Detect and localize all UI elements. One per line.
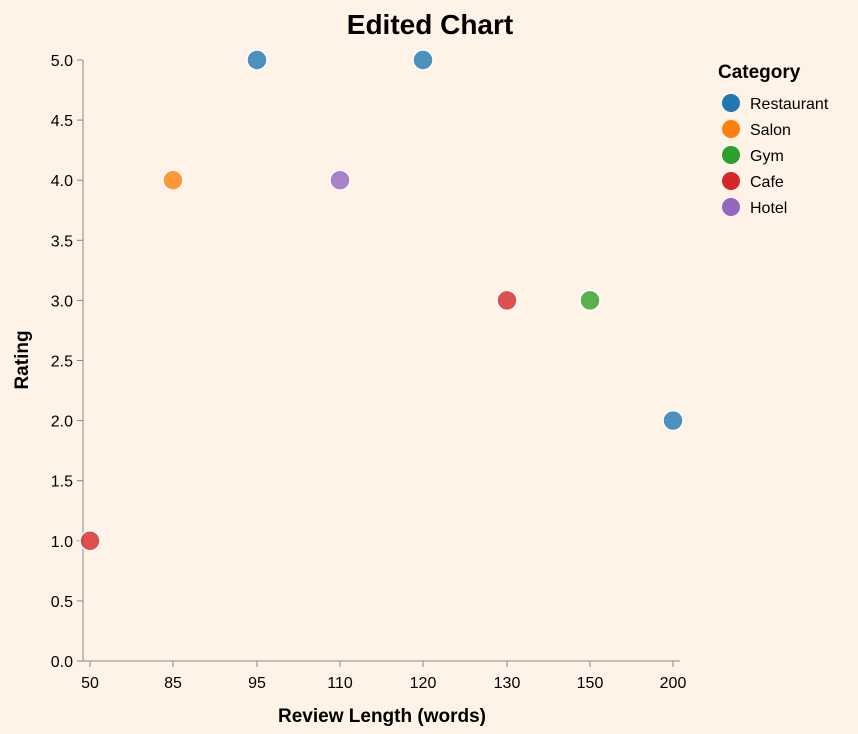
legend-swatch-gym (722, 146, 740, 164)
data-point-salon[interactable] (162, 169, 184, 191)
x-tick-label: 200 (660, 675, 687, 692)
y-axis: 0.0 0.5 1.0 1.5 2.0 2.5 3.0 3.5 4.0 4.5 5.0 (51, 53, 84, 671)
data-point-hotel[interactable] (329, 169, 351, 191)
y-tick-label: 2.0 (51, 414, 73, 431)
x-tick-label: 130 (494, 675, 521, 692)
data-point-restaurant[interactable] (412, 49, 434, 71)
x-tick-label: 120 (410, 675, 437, 692)
y-tick-label: 1.0 (51, 534, 73, 551)
x-tick-label: 50 (81, 675, 99, 692)
y-tick-label: 2.5 (51, 354, 73, 371)
x-tick-label: 85 (164, 675, 182, 692)
y-tick-label: 5.0 (51, 53, 73, 70)
legend-label-restaurant: Restaurant (750, 96, 829, 113)
x-axis-title: Review Length (words) (278, 706, 486, 727)
legend-label-cafe: Cafe (750, 174, 784, 191)
legend-swatch-hotel (722, 198, 740, 216)
x-tick-label: 150 (577, 675, 604, 692)
y-tick-label: 0.0 (51, 654, 73, 671)
legend-swatch-salon (722, 120, 740, 138)
points-layer (79, 49, 684, 552)
y-tick-label: 0.5 (51, 594, 73, 611)
chart-title: Edited Chart (347, 9, 513, 40)
x-axis: 50 85 95 110 120 130 150 200 (81, 660, 687, 692)
legend-title: Category (718, 62, 801, 83)
legend-label-hotel: Hotel (750, 200, 787, 217)
y-axis-title: Rating (12, 330, 33, 389)
x-tick-label: 95 (248, 675, 266, 692)
y-tick-label: 1.5 (51, 474, 73, 491)
data-point-restaurant[interactable] (246, 49, 268, 71)
y-tick-label: 3.5 (51, 233, 73, 250)
x-tick-label: 110 (327, 675, 353, 692)
y-tick-label: 4.0 (51, 173, 73, 190)
data-point-cafe[interactable] (79, 530, 101, 552)
legend-swatch-cafe (722, 172, 740, 190)
y-tick-label: 3.0 (51, 293, 73, 310)
data-point-gym[interactable] (579, 289, 601, 312)
legend-label-gym: Gym (750, 148, 784, 165)
data-point-restaurant[interactable] (662, 409, 684, 432)
data-point-cafe[interactable] (496, 289, 518, 312)
y-tick-label: 4.5 (51, 113, 73, 130)
legend: Category Restaurant Salon Gym Cafe Hotel (718, 62, 829, 217)
legend-swatch-restaurant (722, 94, 740, 112)
legend-label-salon: Salon (750, 122, 791, 139)
